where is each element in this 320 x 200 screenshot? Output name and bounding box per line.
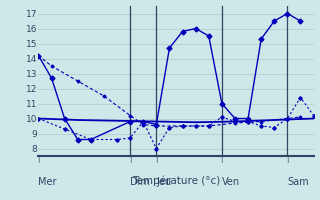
Text: |: | bbox=[155, 156, 157, 163]
Text: |: | bbox=[37, 156, 40, 163]
Text: Mer: Mer bbox=[38, 177, 57, 187]
Text: |: | bbox=[286, 156, 289, 163]
Text: |: | bbox=[129, 156, 131, 163]
Text: Dim: Dim bbox=[130, 177, 150, 187]
X-axis label: Température (°c): Température (°c) bbox=[132, 175, 220, 186]
Text: |: | bbox=[220, 156, 223, 163]
Text: Ven: Ven bbox=[222, 177, 240, 187]
Text: Jeu: Jeu bbox=[156, 177, 171, 187]
Text: Sam: Sam bbox=[287, 177, 309, 187]
